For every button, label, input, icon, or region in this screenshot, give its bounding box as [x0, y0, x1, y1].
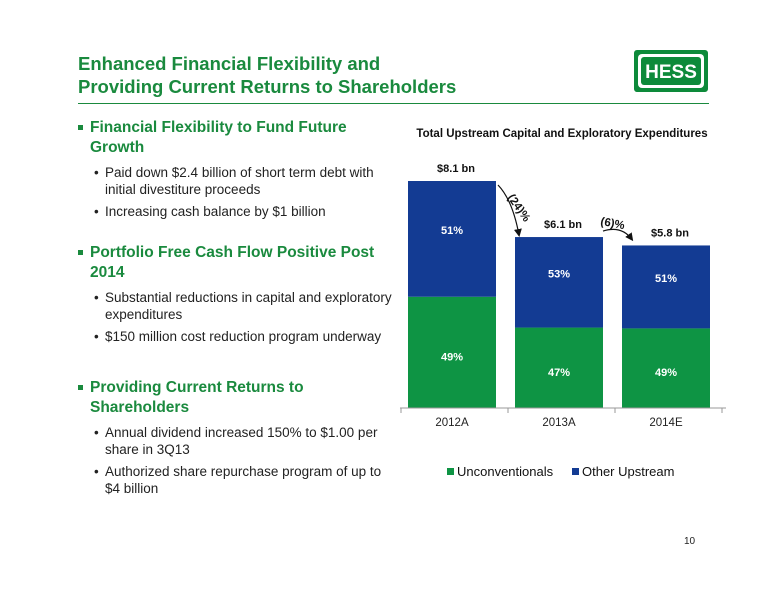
title-line-2: Providing Current Returns to Shareholder…: [78, 76, 457, 97]
change-annotation: (6)%: [600, 216, 626, 232]
section-financial-flexibility: Financial Flexibility to Fund Future Gro…: [78, 118, 393, 243]
legend-label: Other Upstream: [582, 464, 674, 479]
bullet-text: Authorized share repurchase program of u…: [105, 464, 382, 496]
bullet-text: Paid down $2.4 billion of short term deb…: [105, 165, 374, 197]
section-heading: Portfolio Free Cash Flow Positive Post 2…: [90, 244, 375, 281]
change-annotation: (24)%: [505, 192, 532, 224]
bar-segment: [515, 237, 603, 328]
list-item: • $150 million cost reduction program und…: [78, 328, 393, 345]
logo-graphic: HESS: [638, 54, 704, 88]
change-arrow: [497, 184, 522, 238]
list-item: • Authorized share repurchase program of …: [78, 463, 393, 497]
change-arrow: [602, 228, 634, 242]
total-label: $5.8 bn: [651, 227, 689, 239]
chart-title: Total Upstream Capital and Exploratory E…: [416, 128, 708, 140]
segment-label: 51%: [655, 273, 677, 285]
segment-label: 53%: [548, 268, 570, 280]
logo-text: HESS: [645, 62, 697, 83]
segment-label: 49%: [441, 351, 463, 363]
section-heading: Providing Current Returns to Shareholder…: [90, 379, 304, 416]
list-item: • Increasing cash balance by $1 billion: [78, 203, 393, 220]
list-item: • Substantial reductions in capital and e…: [78, 289, 393, 323]
section-heading: Financial Flexibility to Fund Future Gro…: [90, 119, 347, 156]
total-label: $6.1 bn: [544, 219, 582, 231]
total-label: $8.1 bn: [437, 163, 475, 175]
bullet-list: Financial Flexibility to Fund Future Gro…: [78, 118, 393, 502]
bullet-dot-icon: •: [94, 329, 99, 344]
legend-label: Unconventionals: [457, 464, 554, 479]
bullet-dot-icon: •: [94, 165, 99, 180]
legend-swatch: [447, 468, 454, 475]
page-title: Enhanced Financial Flexibility and Provi…: [78, 52, 598, 98]
bullet-dot-icon: •: [94, 425, 99, 440]
bullet-text: $150 million cost reduction program unde…: [105, 329, 382, 344]
bullet-text: Annual dividend increased 150% to $1.00 …: [105, 425, 378, 457]
x-tick-label: 2012A: [435, 417, 469, 429]
segment-label: 47%: [548, 367, 570, 379]
list-item: • Annual dividend increased 150% to $1.00…: [78, 424, 393, 458]
segment-label: 49%: [655, 367, 677, 379]
bar-segment: [408, 181, 496, 297]
list-item: • Paid down $2.4 billion of short term de…: [78, 164, 393, 198]
bar-segment: [515, 327, 603, 408]
square-bullet-icon: [78, 385, 83, 390]
bar-segment: [622, 328, 710, 408]
page-number: 10: [684, 536, 696, 547]
bullet-dot-icon: •: [94, 290, 99, 305]
bullet-text: Increasing cash balance by $1 billion: [105, 204, 326, 219]
square-bullet-icon: [78, 125, 83, 130]
bar-segment: [408, 296, 496, 408]
x-tick-label: 2014E: [649, 417, 683, 429]
square-bullet-icon: [78, 250, 83, 255]
header-divider: [78, 103, 709, 104]
bar-segment: [622, 245, 710, 329]
bullet-dot-icon: •: [94, 464, 99, 479]
bullet-text: Substantial reductions in capital and ex…: [105, 290, 392, 322]
section-free-cash-flow: Portfolio Free Cash Flow Positive Post 2…: [78, 243, 393, 378]
bullet-dot-icon: •: [94, 204, 99, 219]
section-shareholder-returns: Providing Current Returns to Shareholder…: [78, 378, 393, 497]
segment-label: 51%: [441, 225, 463, 237]
title-line-1: Enhanced Financial Flexibility and: [78, 53, 381, 74]
hess-logo: HESS: [634, 50, 708, 92]
legend-swatch: [572, 468, 579, 475]
x-tick-label: 2013A: [542, 417, 576, 429]
